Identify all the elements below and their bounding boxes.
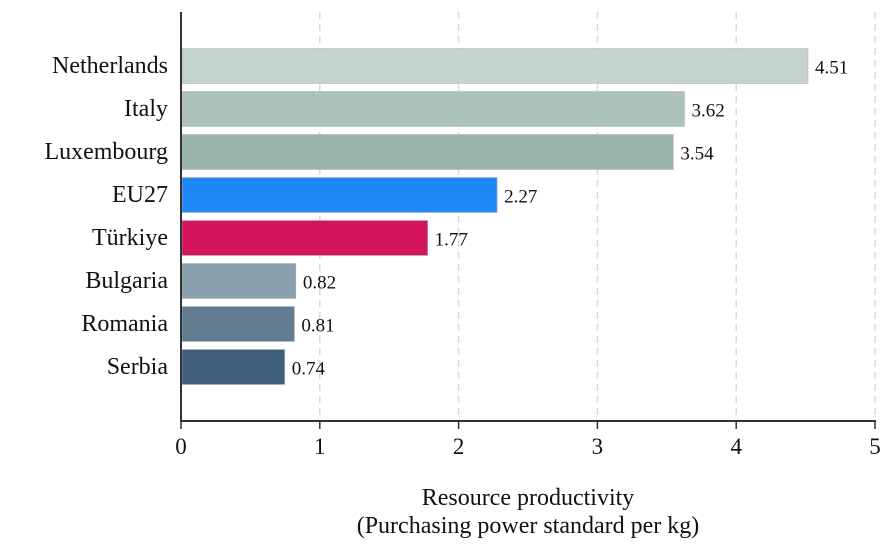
value-label: 0.82 <box>303 273 336 294</box>
value-label: 0.74 <box>292 359 326 380</box>
category-label: Bulgaria <box>85 268 168 294</box>
bar-netherlands <box>181 48 809 84</box>
category-label: Italy <box>124 96 168 122</box>
bar-bulgaria <box>181 263 297 299</box>
value-label: 3.54 <box>680 144 714 165</box>
bar-t-rkiye <box>181 220 428 256</box>
x-axis-title-line2: (Purchasing power standard per kg) <box>357 513 700 539</box>
category-label: Luxembourg <box>44 139 168 165</box>
x-tick-label: 3 <box>592 434 604 459</box>
x-tick-label: 1 <box>314 434 326 459</box>
bar-serbia <box>181 349 286 385</box>
value-label: 4.51 <box>815 58 848 79</box>
x-axis-title-line1: Resource productivity <box>422 485 635 511</box>
value-label: 1.77 <box>435 230 468 251</box>
x-tick-label: 2 <box>453 434 465 459</box>
value-label: 2.27 <box>504 187 537 208</box>
labels: Netherlands 4.51 Italy 3.62 Luxembourg 3.54 EU… <box>44 53 880 459</box>
bar-romania <box>181 306 295 342</box>
bar-eu27 <box>181 177 498 213</box>
x-tick-label: 4 <box>730 434 742 459</box>
category-label: Romania <box>81 311 168 337</box>
bar-luxembourg <box>181 134 674 170</box>
axes <box>180 12 876 429</box>
bar-italy <box>181 91 685 127</box>
gridlines <box>319 12 876 421</box>
category-label: Netherlands <box>52 53 168 79</box>
value-label: 0.81 <box>301 316 334 337</box>
category-label: EU27 <box>112 182 168 208</box>
x-tick-label: 0 <box>175 434 187 459</box>
value-label: 3.62 <box>691 101 724 122</box>
x-tick-label: 5 <box>869 434 881 459</box>
bars <box>181 48 809 385</box>
category-label: Serbia <box>107 354 169 380</box>
category-label: Türkiye <box>92 225 168 251</box>
